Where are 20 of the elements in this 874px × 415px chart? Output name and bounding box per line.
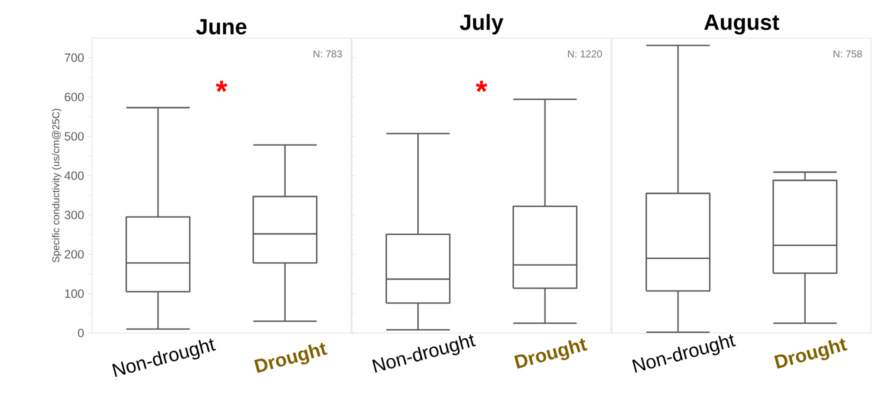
- x-tick-label: Drought: [254, 342, 328, 373]
- annotation: N: 1220: [568, 50, 602, 58]
- chart-title: August: [704, 14, 780, 34]
- y-tick-label: 100: [65, 289, 84, 298]
- x-tick-label: Drought: [514, 338, 588, 369]
- y-tick-label: 500: [64, 132, 84, 141]
- y-tick-label: 300: [64, 210, 84, 220]
- y-tick-label: 200: [64, 250, 84, 259]
- y-tick-label: 600: [64, 92, 84, 102]
- y-tick-label: 0: [78, 328, 84, 338]
- y-tick-label: 400: [64, 171, 84, 180]
- annotation: *: [216, 80, 228, 92]
- annotation: *: [476, 80, 488, 92]
- x-tick-label: Drought: [774, 338, 848, 369]
- annotation: N: 783: [314, 50, 342, 58]
- y-tick-label: 700: [64, 53, 84, 62]
- chart-title: July: [460, 14, 504, 34]
- annotation: N: 758: [834, 50, 862, 58]
- y-axis-title: Specific conductivity (us/cm@25C): [52, 108, 62, 262]
- chart-title: June: [196, 19, 246, 34]
